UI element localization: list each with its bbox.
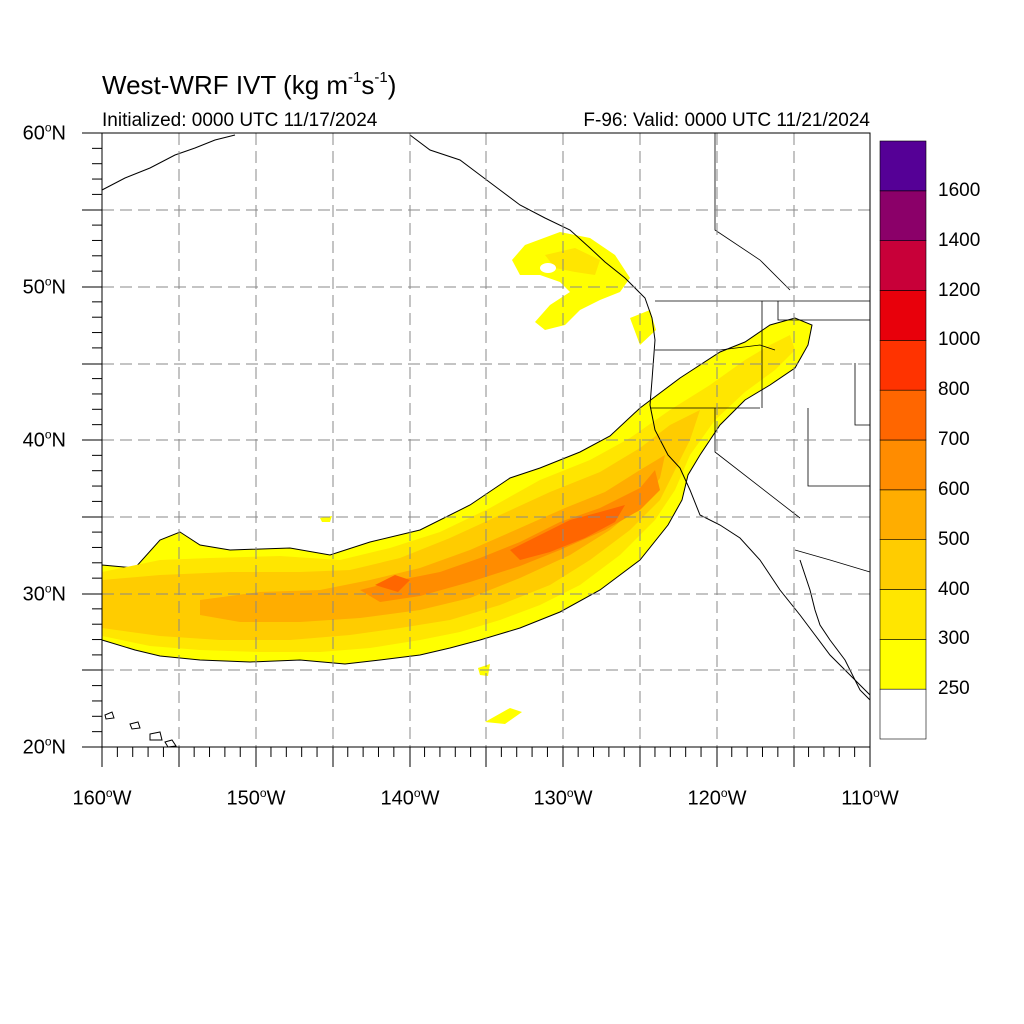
colorbar-label: 300 bbox=[938, 628, 970, 650]
colorbar-label: 400 bbox=[938, 578, 970, 600]
colorbar-label: 600 bbox=[938, 478, 970, 500]
colorbar-swatch bbox=[879, 589, 927, 640]
colorbar-swatch bbox=[879, 539, 927, 590]
colorbar-swatch bbox=[879, 439, 927, 491]
lon-label-120: 120oW bbox=[687, 786, 747, 810]
lat-label-60: 60oN bbox=[22, 120, 66, 145]
hawaii-islands bbox=[104, 711, 177, 748]
initialized-time: Initialized: 0000 UTC 11/17/2024 bbox=[102, 110, 378, 131]
colorbar-label: 1600 bbox=[938, 179, 981, 201]
ivt-field bbox=[101, 232, 813, 724]
coastline-baja bbox=[799, 559, 871, 701]
colorbar-swatch bbox=[879, 140, 927, 192]
ivt-contour-400 bbox=[102, 410, 700, 640]
lat-label-40: 40oN bbox=[22, 427, 66, 452]
ivt-contour-700 bbox=[510, 505, 625, 560]
colorbar-label: 800 bbox=[938, 379, 970, 401]
colorbar-swatch bbox=[879, 389, 927, 441]
colorbar-label: 1400 bbox=[938, 229, 981, 251]
border-wy bbox=[854, 363, 870, 426]
ivt-speck bbox=[630, 310, 656, 345]
ticks bbox=[82, 132, 871, 767]
coastline-na bbox=[409, 134, 871, 696]
colorbar-label: 1200 bbox=[938, 279, 981, 301]
border-wa-or bbox=[655, 344, 776, 351]
ivt-speck bbox=[485, 708, 522, 724]
colorbar-swatch bbox=[879, 340, 927, 391]
border-ca-nv bbox=[714, 408, 801, 519]
ivt-blob-north-inner bbox=[545, 248, 600, 275]
lat-label-20: 20oN bbox=[22, 734, 66, 759]
valid-time: F-96: Valid: 0000 UTC 11/21/2024 bbox=[583, 110, 870, 131]
colorbar bbox=[879, 140, 927, 740]
colorbar-label: 500 bbox=[938, 528, 970, 550]
lat-label-30: 30oN bbox=[22, 581, 66, 606]
lon-label-110: 110oW bbox=[841, 786, 899, 810]
lat-label-50: 50oN bbox=[22, 274, 66, 299]
coastlines bbox=[101, 134, 871, 701]
colorbar-swatch bbox=[879, 489, 927, 540]
island bbox=[104, 711, 115, 720]
border-us-mexico bbox=[794, 549, 871, 573]
colorbar-swatch bbox=[879, 688, 927, 740]
colorbar-label: 700 bbox=[938, 429, 970, 450]
graticule bbox=[102, 133, 870, 747]
island bbox=[149, 731, 163, 741]
map-title: West-WRF IVT (kg m-1s-1) bbox=[102, 69, 397, 100]
coastline-alaska bbox=[101, 134, 236, 191]
colorbar-label: 1000 bbox=[938, 329, 981, 351]
ivt-blob-north bbox=[512, 232, 630, 330]
island bbox=[129, 721, 141, 730]
minor-ticks bbox=[92, 147, 856, 757]
island bbox=[164, 739, 177, 748]
ivt-blob-hole bbox=[540, 263, 556, 273]
border-mt bbox=[777, 301, 870, 321]
colorbar-swatch bbox=[879, 190, 927, 241]
lon-label-150: 150oW bbox=[226, 786, 286, 810]
border-nv-ut bbox=[807, 408, 870, 487]
lon-label-140: 140oW bbox=[380, 786, 440, 810]
colorbar-swatch bbox=[879, 639, 927, 690]
lon-label-160: 160oW bbox=[72, 786, 132, 810]
colorbar-label: 250 bbox=[938, 678, 970, 700]
colorbar-swatch bbox=[879, 240, 927, 291]
political-boundaries bbox=[650, 133, 871, 573]
lon-label-130: 130oW bbox=[533, 786, 593, 810]
colorbar-swatch bbox=[879, 290, 927, 341]
border-bc-ab bbox=[714, 133, 791, 291]
ivt-contour-700b bbox=[375, 575, 410, 592]
